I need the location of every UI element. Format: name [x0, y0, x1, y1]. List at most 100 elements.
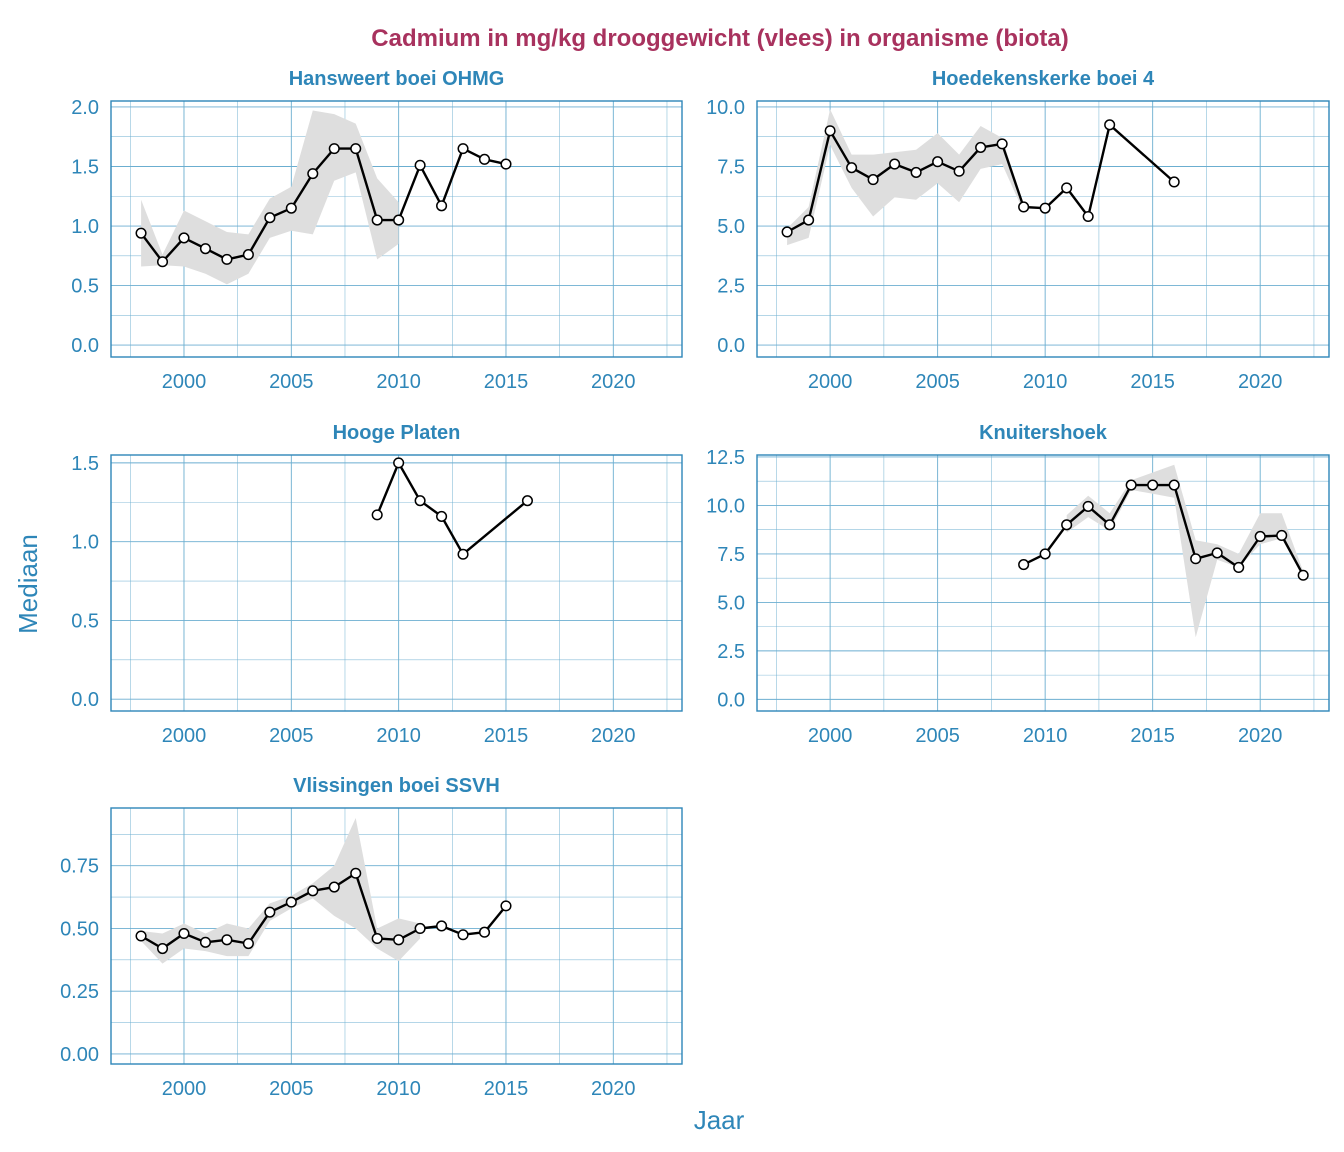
data-point	[846, 162, 858, 174]
data-point	[242, 249, 254, 261]
data-point	[521, 495, 533, 507]
y-tick-label: 5.0	[717, 216, 745, 238]
data-point	[199, 936, 212, 948]
data-point	[457, 929, 469, 941]
y-tick-label: 1.5	[71, 453, 99, 475]
range-ribbon	[1066, 464, 1304, 638]
data-point	[178, 232, 190, 244]
x-tick-label: 2020	[1238, 725, 1283, 747]
range-ribbon	[787, 109, 1024, 246]
panel-2: Hoedekenskerke boei 4 0.0 2.5 5.0 7.5 10.0 200…	[706, 68, 1330, 393]
data-point	[1104, 519, 1116, 531]
data-point	[1211, 547, 1223, 559]
data-point	[393, 457, 405, 469]
data-point	[199, 243, 212, 255]
range-ribbon	[141, 818, 421, 964]
data-point	[500, 900, 512, 912]
y-tick-label: 2.0	[71, 97, 99, 119]
x-tick-label: 2020	[591, 725, 636, 747]
y-tick-label: 0.5	[71, 610, 99, 632]
data-point	[436, 920, 448, 932]
data-point	[1190, 553, 1202, 565]
data-point	[350, 867, 362, 879]
panel-border	[110, 807, 683, 1065]
y-tick-label: 7.5	[717, 544, 745, 566]
y-tick-label: 2.5	[717, 276, 745, 298]
data-point	[156, 256, 169, 268]
panel-title: Hooge Platen	[333, 422, 461, 444]
y-tick-label: 0.0	[717, 689, 745, 711]
panel-title: Hansweert boei OHMG	[289, 68, 505, 90]
data-point	[264, 212, 276, 224]
data-point	[393, 214, 405, 226]
x-tick-label: 2000	[808, 371, 853, 393]
data-point	[1039, 548, 1051, 560]
x-tick-label: 2005	[915, 371, 960, 393]
data-point	[824, 125, 836, 137]
x-tick-label: 2010	[1023, 371, 1068, 393]
y-tick-label: 7.5	[717, 156, 745, 178]
x-tick-label: 2020	[1238, 371, 1283, 393]
panel-3: Hooge Platen 0.0 0.5 1.0 1.5 2000 2005 2010 2015…	[71, 422, 683, 747]
data-point	[328, 143, 340, 155]
x-tick-label: 2020	[591, 371, 636, 393]
panel-1: Hansweert boei OHMG 0.0 0.5 1.0 1.5 2.0 2000 20…	[71, 68, 683, 393]
data-point	[996, 138, 1008, 150]
data-point	[371, 932, 383, 945]
y-tick-label: 0.0	[71, 335, 99, 357]
data-point	[1018, 559, 1030, 571]
data-point	[328, 881, 340, 893]
data-point	[307, 885, 319, 897]
data-point	[1018, 201, 1030, 213]
data-point	[285, 202, 297, 214]
data-point	[1061, 182, 1073, 194]
data-point	[414, 495, 426, 507]
data-point	[350, 143, 362, 155]
x-tick-label: 2000	[162, 1078, 207, 1100]
panel-title: Vlissingen boei SSVH	[293, 775, 500, 797]
panel-4: Knuitershoek 0.0 2.5 5.0 7.5 10.0 12.5 2000 2005…	[706, 422, 1330, 747]
panel-title: Knuitershoek	[979, 422, 1108, 444]
data-point	[264, 906, 276, 918]
x-tick-label: 2010	[376, 725, 421, 747]
data-point	[1061, 519, 1073, 531]
data-point	[393, 934, 405, 946]
data-point	[889, 158, 901, 170]
data-point	[135, 930, 147, 942]
data-point	[242, 937, 254, 950]
x-tick-label: 2005	[269, 1078, 314, 1100]
data-point	[867, 174, 879, 186]
chart-title: Cadmium in mg/kg drooggewicht (vlees) in…	[371, 25, 1068, 52]
y-tick-label: 0.5	[71, 276, 99, 298]
data-point	[1104, 119, 1116, 131]
x-tick-label: 2020	[591, 1078, 636, 1100]
data-point	[478, 153, 491, 165]
x-tick-label: 2005	[269, 725, 314, 747]
data-point	[371, 214, 383, 226]
data-point	[307, 168, 319, 180]
y-tick-label: 5.0	[717, 592, 745, 614]
data-point	[457, 143, 469, 155]
data-point	[1254, 530, 1266, 543]
data-point	[500, 158, 512, 170]
y-tick-label: 0.0	[71, 689, 99, 711]
x-tick-label: 2015	[1130, 371, 1175, 393]
x-tick-label: 2005	[269, 371, 314, 393]
data-point	[436, 200, 448, 212]
x-tick-label: 2015	[1130, 725, 1175, 747]
y-tick-label: 10.0	[706, 97, 745, 119]
data-point	[1147, 479, 1159, 491]
x-tick-label: 2005	[915, 725, 960, 747]
panel-5: Vlissingen boei SSVH 0.00 0.25 0.50 0.75 2000…	[60, 775, 683, 1100]
data-point	[414, 922, 426, 935]
x-tick-label: 2000	[162, 371, 207, 393]
y-tick-label: 0.25	[60, 981, 99, 1003]
panel-border	[756, 454, 1330, 712]
panels-container: Hansweert boei OHMG 0.0 0.5 1.0 1.5 2.0 2000 20…	[60, 68, 1330, 1100]
data-point	[221, 934, 233, 946]
data-point	[781, 226, 793, 238]
data-point	[975, 141, 987, 153]
x-tick-label: 2015	[484, 725, 529, 747]
data-point	[803, 214, 815, 226]
